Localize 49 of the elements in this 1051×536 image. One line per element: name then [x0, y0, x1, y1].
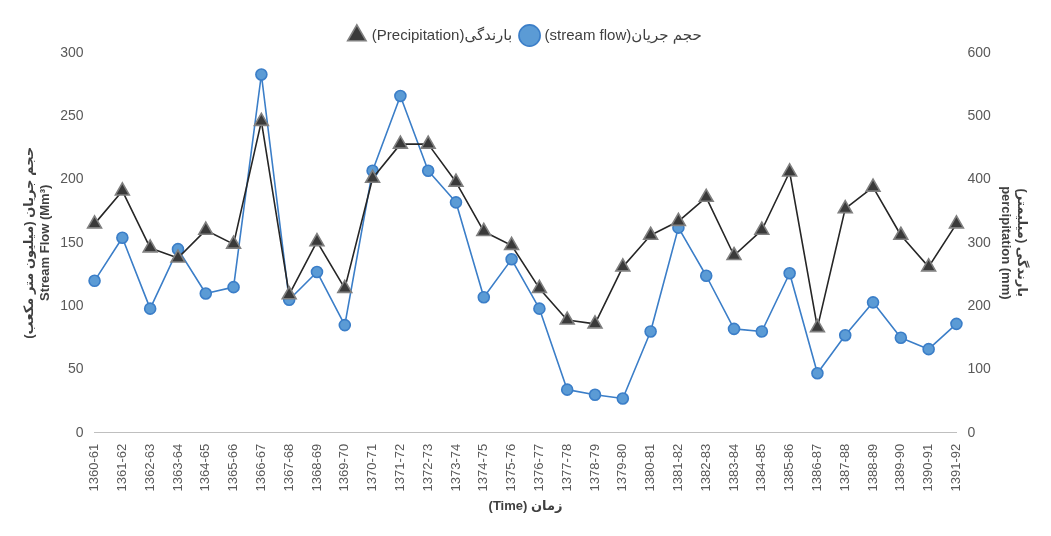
x-tick-label: 1368-69 — [308, 443, 324, 492]
x-tick-label: 1386-87 — [809, 443, 825, 492]
y-tick-label: 50 — [67, 360, 84, 377]
x-tick-label: 1377-78 — [558, 443, 574, 492]
x-tick-label: 1381-82 — [669, 443, 685, 492]
x-tick-label: 1379-80 — [614, 443, 630, 492]
x-tick-label: 1375-76 — [503, 443, 519, 492]
x-tick-label: 1388-89 — [864, 443, 880, 492]
x-tick-label: 1362-63 — [141, 443, 157, 492]
y2-tick-label: 0 — [967, 423, 976, 440]
x-tick-label: 1361-62 — [113, 443, 129, 492]
x-tick-label: 1360-61 — [86, 443, 102, 492]
x-tick-label: 1385-86 — [781, 443, 797, 492]
y2-tick-label: 400 — [967, 170, 992, 187]
x-tick-label: 1391-92 — [948, 443, 964, 492]
x-tick-label: 1382-83 — [697, 443, 713, 492]
y2-tick-label: 300 — [967, 233, 992, 250]
x-tick-label: 1367-68 — [280, 443, 296, 492]
legend-label: (stream flow)حجم جریان — [544, 25, 702, 44]
x-tick-label: 1372-73 — [419, 443, 435, 492]
y2-tick-label: 600 — [967, 43, 992, 60]
x-tick-label: 1380-81 — [642, 443, 658, 492]
y-tick-label: 0 — [75, 423, 84, 440]
x-tick-label: 1371-72 — [391, 443, 407, 492]
x-tick-label: 1365-66 — [225, 443, 241, 492]
y-tick-label: 100 — [60, 296, 84, 313]
y2-tick-label: 200 — [967, 296, 992, 313]
y-tick-label: 200 — [60, 170, 84, 187]
x-tick-label: 1389-90 — [892, 443, 908, 492]
x-tick-label: 1383-84 — [725, 443, 741, 492]
x-tick-label: 1373-74 — [447, 443, 463, 492]
x-tick-label: 1364-65 — [197, 443, 213, 492]
x-tick-label: 1390-91 — [920, 443, 936, 492]
x-axis-title: (Time) زمان — [488, 497, 563, 513]
y2-tick-label: 100 — [967, 360, 992, 377]
legend-label: (Precipitation)بارندگی — [371, 25, 513, 44]
x-tick-label: 1376-77 — [530, 443, 546, 492]
x-tick-label: 1387-88 — [836, 443, 852, 492]
y-tick-label: 250 — [60, 107, 84, 124]
y2-tick-label: 500 — [967, 107, 992, 124]
x-tick-label: 1363-64 — [169, 443, 185, 492]
x-tick-label: 1384-85 — [753, 443, 769, 492]
y-tick-label: 150 — [60, 233, 84, 250]
x-tick-label: 1374-75 — [475, 443, 491, 492]
x-tick-label: 1366-67 — [252, 443, 268, 492]
x-tick-label: 1369-70 — [336, 443, 352, 492]
x-tick-label: 1370-71 — [364, 443, 380, 492]
x-tick-label: 1378-79 — [586, 443, 602, 492]
y-tick-label: 300 — [60, 43, 84, 60]
